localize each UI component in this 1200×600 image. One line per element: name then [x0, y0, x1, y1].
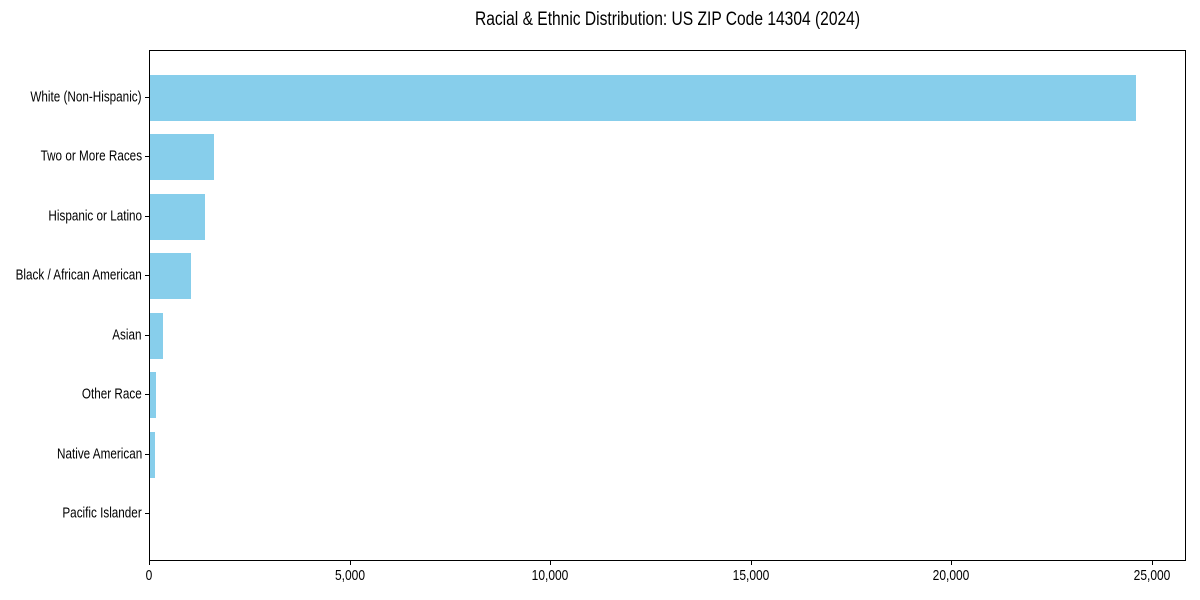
y-tick-mark — [145, 97, 149, 98]
x-tick-label-10-000: 10,000 — [531, 567, 569, 584]
bar-asian — [150, 312, 163, 359]
bar-hispanic-or-latino — [150, 193, 205, 240]
x-tick-mark — [750, 561, 752, 565]
y-tick-label-pacific-islander: Pacific Islander — [62, 504, 142, 522]
y-tick-mark — [145, 215, 149, 217]
x-tick-label-25-000: 25,000 — [1133, 567, 1171, 584]
y-tick-mark — [145, 156, 149, 158]
x-tick-mark — [550, 561, 552, 565]
y-tick-label-black-african-american: Black / African American — [15, 266, 142, 284]
x-tick-label-5-000: 5,000 — [334, 567, 365, 584]
bar-two-or-more-races — [150, 134, 214, 181]
x-tick-mark — [349, 561, 351, 565]
y-tick-label-hispanic-or-latino: Hispanic or Latino — [48, 207, 142, 225]
y-tick-label-white-non-hispanic: White (Non-Hispanic) — [30, 88, 142, 106]
bar-other-race — [150, 372, 157, 419]
x-tick-label-20-000: 20,000 — [932, 567, 970, 584]
y-tick-label-asian: Asian — [112, 326, 142, 344]
y-tick-label-native-american: Native American — [56, 445, 142, 463]
x-tick-mark — [1151, 561, 1153, 565]
y-tick-mark — [145, 453, 149, 455]
plot-area — [149, 50, 1186, 561]
x-tick-mark — [951, 561, 953, 565]
y-tick-mark — [145, 275, 149, 277]
y-tick-mark — [145, 394, 149, 396]
bar-native-american — [150, 431, 155, 478]
y-tick-mark — [145, 334, 149, 336]
y-tick-mark — [145, 513, 149, 514]
bar-black-african-american — [150, 253, 191, 300]
bar-white-non-hispanic — [150, 75, 1136, 121]
x-tick-label-15-000: 15,000 — [732, 567, 770, 584]
y-tick-label-two-or-more-races: Two or More Races — [40, 147, 142, 165]
y-tick-label-other-race: Other Race — [82, 385, 142, 403]
x-tick-mark — [149, 561, 150, 565]
x-tick-label-0: 0 — [145, 567, 153, 584]
chart-title: Racial & Ethnic Distribution: US ZIP Cod… — [474, 9, 861, 30]
